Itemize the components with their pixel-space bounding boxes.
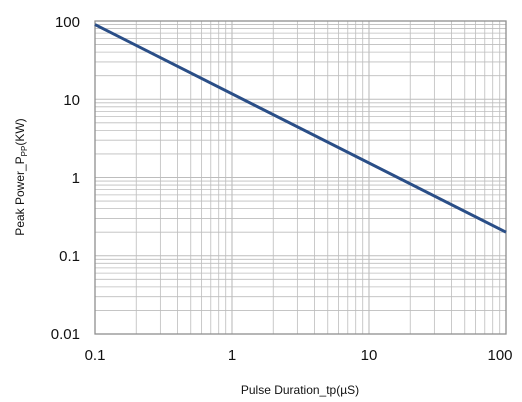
y-tick-label: 10 bbox=[63, 92, 80, 109]
series-line-peak-power bbox=[94, 23, 507, 234]
y-tick-label: 100 bbox=[55, 14, 80, 31]
x-tick-label: 10 bbox=[361, 347, 378, 364]
x-tick-label: 1 bbox=[228, 347, 236, 364]
y-axis-label-subscript: PP bbox=[20, 146, 29, 157]
y-axis-label-main: Peak Power_P bbox=[13, 156, 27, 235]
x-tick-label: 100 bbox=[487, 347, 512, 364]
y-axis-label-unit: (KW) bbox=[13, 118, 27, 145]
y-tick-label: 0.01 bbox=[51, 326, 80, 343]
y-tick-label: 0.1 bbox=[59, 248, 80, 265]
y-axis-label: Peak Power_PPP(KW) bbox=[13, 118, 29, 235]
plot-frame bbox=[94, 20, 507, 335]
series-layer bbox=[94, 23, 507, 234]
y-tick-label: 1 bbox=[72, 170, 80, 187]
grid bbox=[95, 21, 506, 334]
x-axis-label: Pulse Duration_tp(µS) bbox=[241, 383, 359, 397]
x-tick-label: 0.1 bbox=[85, 347, 106, 364]
